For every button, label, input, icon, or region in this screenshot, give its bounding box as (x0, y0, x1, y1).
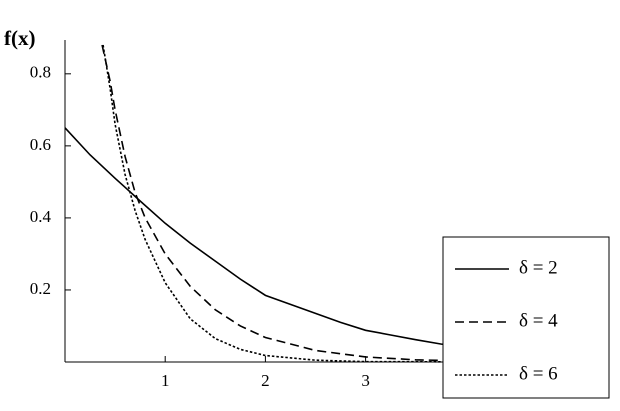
x-tick-label: 2 (261, 371, 270, 390)
y-tick-label: 0.4 (30, 207, 52, 226)
legend-label: δ = 6 (519, 363, 558, 384)
y-tick-label: 0.6 (30, 135, 51, 154)
legend-box (442, 236, 610, 399)
legend-label: δ = 4 (519, 310, 558, 331)
legend-label: δ = 2 (519, 257, 558, 278)
series-line (101, 44, 567, 363)
y-tick-label: 0.2 (30, 279, 51, 298)
y-tick-label: 0.8 (30, 63, 51, 82)
x-tick-label: 3 (361, 371, 370, 390)
x-tick-label: 1 (161, 371, 170, 390)
y-axis-title: f(x) (4, 26, 35, 50)
